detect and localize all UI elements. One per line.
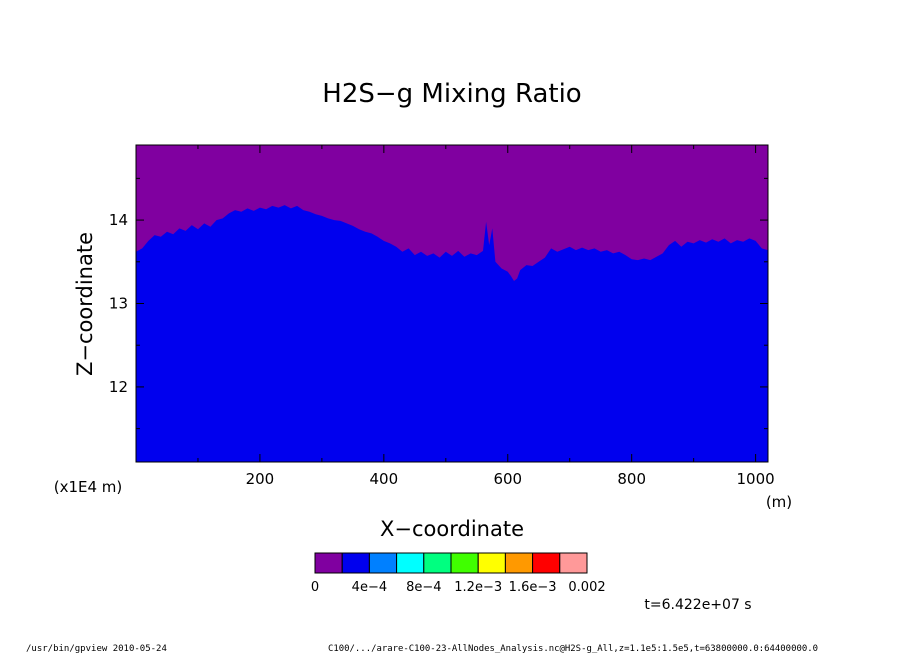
colorbar-swatch <box>532 552 561 574</box>
x-tick-label: 1000 <box>737 470 775 488</box>
plot-area <box>135 144 769 463</box>
colorbar-label: 0 <box>311 580 319 595</box>
lower-region <box>136 205 768 462</box>
x-axis: 200 400 600 800 1000 <box>197 145 775 488</box>
x-axis-label: X−coordinate <box>380 517 524 541</box>
colorbar-swatch <box>314 552 343 574</box>
x-tick-label: 800 <box>617 470 646 488</box>
colorbar-swatch <box>341 552 370 574</box>
colorbar-label: 0.002 <box>568 580 605 595</box>
y-tick-label: 12 <box>109 378 128 396</box>
colorbar-label: 8e−4 <box>406 580 441 595</box>
colorbar-swatch <box>477 552 506 574</box>
colorbar-swatch <box>423 552 452 574</box>
colorbar-swatch <box>368 552 398 574</box>
colorbar-swatch <box>450 552 479 574</box>
chart-title: H2S−g Mixing Ratio <box>322 79 581 109</box>
colorbar-swatch <box>559 552 588 574</box>
time-label: t=6.422e+07 s <box>644 597 751 613</box>
x-tick-label: 400 <box>370 470 399 488</box>
colorbar-label: 1.2e−3 <box>454 580 502 595</box>
y-unit-label: (x1E4 m) <box>54 478 123 496</box>
colorbar-swatch <box>504 552 534 574</box>
colorbar: 0 4e−4 8e−4 1.2e−3 1.6e−3 0.002 <box>311 552 606 595</box>
y-axis: 12 13 14 <box>109 177 768 430</box>
colorbar-label: 4e−4 <box>352 580 387 595</box>
colorbar-label: 1.6e−3 <box>509 580 557 595</box>
y-axis-label: Z−coordinate <box>73 232 97 376</box>
x-unit-label: (m) <box>766 493 792 511</box>
x-tick-label: 200 <box>246 470 275 488</box>
footer-left: /usr/bin/gpview 2010-05-24 <box>26 644 167 654</box>
x-tick-label: 600 <box>493 470 522 488</box>
footer-right: C100/.../arare-C100-23-AllNodes_Analysis… <box>328 644 818 654</box>
colorbar-swatch <box>396 552 425 574</box>
y-tick-label: 13 <box>109 295 128 313</box>
y-tick-label: 14 <box>109 211 128 229</box>
